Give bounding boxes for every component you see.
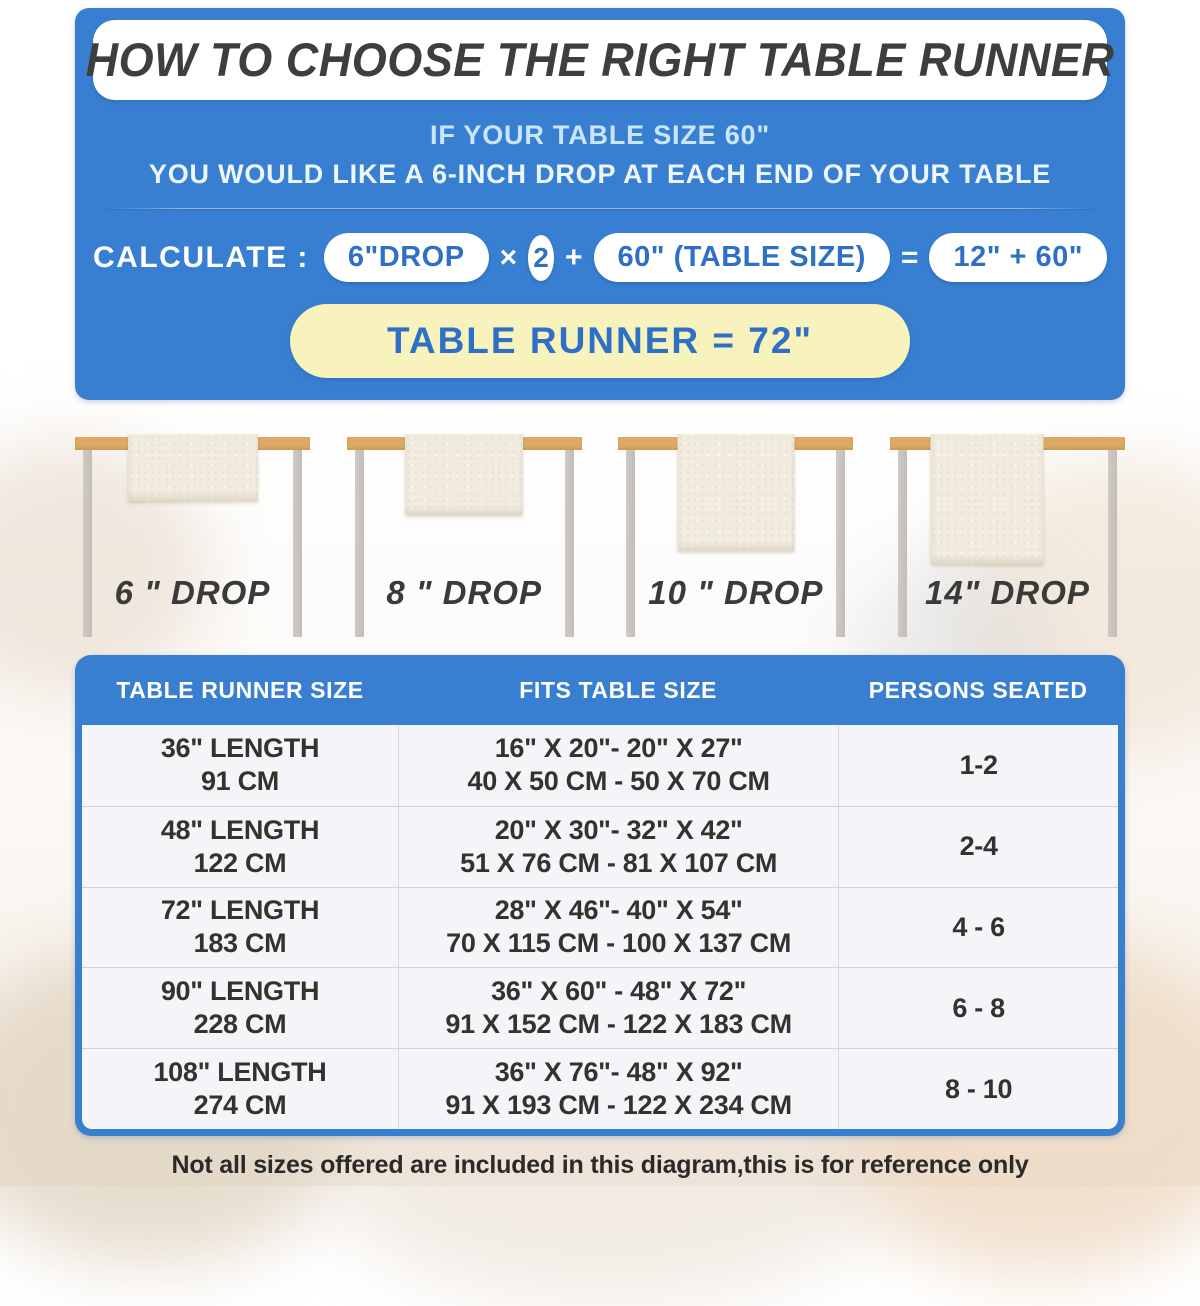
- drop-label: 8 " DROP: [386, 574, 542, 611]
- drop-illustrations: 6 " DROP 8 " DROP 10 " DROP 14" DROP: [75, 432, 1125, 644]
- drop-figure-14in: 14" DROP: [889, 432, 1125, 644]
- persons-count: 6 - 8: [952, 992, 1005, 1023]
- table-runner-illustration: [677, 434, 795, 551]
- drop-label: 14" DROP: [925, 574, 1090, 611]
- runner-cm: 274 CM: [193, 1090, 287, 1121]
- fits-cm: 91 X 152 CM - 122 X 183 CM: [445, 1009, 792, 1040]
- persons-cell: 2-4: [838, 806, 1118, 887]
- runner-cm: 228 CM: [193, 1009, 287, 1040]
- table-leg: [564, 449, 574, 637]
- table-runner-illustration: [930, 434, 1044, 564]
- runner-inches: 108" LENGTH: [153, 1057, 327, 1088]
- persons-count: 1-2: [959, 749, 998, 780]
- runner-cm: 183 CM: [193, 928, 287, 959]
- persons-cell: 1-2: [838, 725, 1118, 806]
- result-text: TABLE RUNNER = 72": [387, 320, 813, 361]
- column-header-persons: PERSONS SEATED: [868, 676, 1088, 703]
- persons-count: 4 - 6: [952, 911, 1005, 942]
- table-row: 36" LENGTH 91 CM 16" X 20"- 20" X 27" 40…: [82, 725, 1118, 806]
- table-size-pill: 60" (TABLE SIZE): [593, 233, 890, 282]
- persons-cell: 6 - 8: [838, 968, 1118, 1049]
- table-row: 90" LENGTH 228 CM 36" X 60" - 48" X 72" …: [82, 967, 1118, 1049]
- runner-inches: 48" LENGTH: [160, 814, 320, 845]
- drop-figure-8in: 8 " DROP: [346, 432, 582, 644]
- fits-inches: 16" X 20"- 20" X 27": [494, 733, 743, 764]
- runner-inches: 90" LENGTH: [160, 976, 320, 1007]
- table-runner-illustration: [127, 434, 258, 501]
- fits-cm: 51 X 76 CM - 81 X 107 CM: [460, 847, 778, 878]
- runner-cm: 91 CM: [200, 766, 279, 797]
- title-box: HOW TO CHOOSE THE RIGHT TABLE RUNNER: [86, 20, 1114, 100]
- column-header-fits-size: FITS TABLE SIZE: [519, 676, 717, 703]
- runner-cm: 122 CM: [193, 847, 287, 878]
- fits-size-cell: 36" X 76"- 48" X 92" 91 X 193 CM - 122 X…: [397, 1049, 838, 1129]
- fits-cm: 70 X 115 CM - 100 X 137 CM: [446, 928, 792, 959]
- sum-pill: 12" + 60": [929, 233, 1107, 282]
- drop-value-pill: 6"DROP: [323, 233, 489, 282]
- table-leg: [83, 449, 92, 637]
- disclaimer-note: Not all sizes offered are included in th…: [171, 1151, 1029, 1179]
- fits-size-cell: 20" X 30"- 32" X 42" 51 X 76 CM - 81 X 1…: [397, 806, 838, 887]
- runner-size-cell: 36" LENGTH 91 CM: [82, 725, 398, 806]
- table-row: 48" LENGTH 122 CM 20" X 30"- 32" X 42" 5…: [82, 805, 1118, 887]
- runner-size-cell: 72" LENGTH 183 CM: [82, 888, 398, 968]
- fits-inches: 28" X 46"- 40" X 54": [494, 895, 743, 926]
- fits-cm: 91 X 193 CM - 122 X 234 CM: [445, 1090, 792, 1121]
- persons-cell: 8 - 10: [838, 1049, 1118, 1129]
- table-row: 108" LENGTH 274 CM 36" X 76"- 48" X 92" …: [82, 1048, 1118, 1129]
- fits-size-cell: 28" X 46"- 40" X 54" 70 X 115 CM - 100 X…: [397, 887, 838, 968]
- table-leg: [1107, 449, 1117, 637]
- table-leg: [293, 449, 302, 637]
- calculation-row: CALCULATE : 6"DROP × 2 + 60" (TABLE SIZE…: [93, 233, 1107, 282]
- size-table-header: TABLE RUNNER SIZE FITS TABLE SIZE PERSON…: [82, 655, 1118, 725]
- runner-inches: 72" LENGTH: [160, 895, 320, 926]
- table-leg: [354, 449, 364, 637]
- size-table-body: 36" LENGTH 91 CM 16" X 20"- 20" X 27" 40…: [82, 725, 1118, 1129]
- infographic: HOW TO CHOOSE THE RIGHT TABLE RUNNER IF …: [0, 8, 1200, 1180]
- fits-size-cell: 36" X 60" - 48" X 72" 91 X 152 CM - 122 …: [397, 968, 838, 1049]
- persons-count: 8 - 10: [945, 1073, 1013, 1104]
- multiply-operator: ×: [499, 240, 518, 274]
- result-pill: TABLE RUNNER = 72": [290, 304, 910, 378]
- persons-cell: 4 - 6: [838, 887, 1118, 968]
- table-runner-illustration: [405, 434, 524, 515]
- column-header-runner-size: TABLE RUNNER SIZE: [116, 676, 364, 703]
- drop-figure-6in: 6 " DROP: [75, 432, 310, 644]
- calculate-label: CALCULATE :: [93, 240, 309, 274]
- table-row: 72" LENGTH 183 CM 28" X 46"- 40" X 54" 7…: [82, 886, 1118, 968]
- header-panel: HOW TO CHOOSE THE RIGHT TABLE RUNNER IF …: [75, 8, 1125, 400]
- subtitle-line-2: YOU WOULD LIKE A 6-INCH DROP AT EACH END…: [148, 159, 1052, 189]
- fits-inches: 20" X 30"- 32" X 42": [494, 814, 743, 845]
- fits-cm: 40 X 50 CM - 50 X 70 CM: [467, 766, 771, 797]
- runner-size-cell: 108" LENGTH 274 CM: [82, 1049, 398, 1129]
- table-leg: [626, 449, 636, 637]
- plus-operator: +: [564, 240, 583, 274]
- table-leg: [836, 449, 846, 637]
- runner-size-cell: 48" LENGTH 122 CM: [82, 807, 398, 887]
- fits-size-cell: 16" X 20"- 20" X 27" 40 X 50 CM - 50 X 7…: [397, 725, 838, 806]
- divider-line: [107, 208, 1093, 209]
- multiplier-circle: 2: [528, 234, 554, 281]
- persons-count: 2-4: [959, 831, 998, 862]
- drop-label: 6 " DROP: [114, 574, 271, 611]
- fits-inches: 36" X 60" - 48" X 72": [491, 976, 747, 1007]
- table-leg: [897, 449, 907, 637]
- subtitle-line-1: IF YOUR TABLE SIZE 60": [430, 120, 770, 150]
- drop-figure-10in: 10 " DROP: [618, 432, 854, 644]
- size-table-panel: TABLE RUNNER SIZE FITS TABLE SIZE PERSON…: [75, 655, 1125, 1136]
- fits-inches: 36" X 76"- 48" X 92": [494, 1057, 743, 1088]
- runner-inches: 36" LENGTH: [160, 733, 320, 764]
- equals-operator: =: [900, 240, 919, 274]
- page-title: HOW TO CHOOSE THE RIGHT TABLE RUNNER: [85, 32, 1115, 87]
- runner-size-cell: 90" LENGTH 228 CM: [82, 968, 398, 1048]
- drop-label: 10 " DROP: [648, 574, 824, 611]
